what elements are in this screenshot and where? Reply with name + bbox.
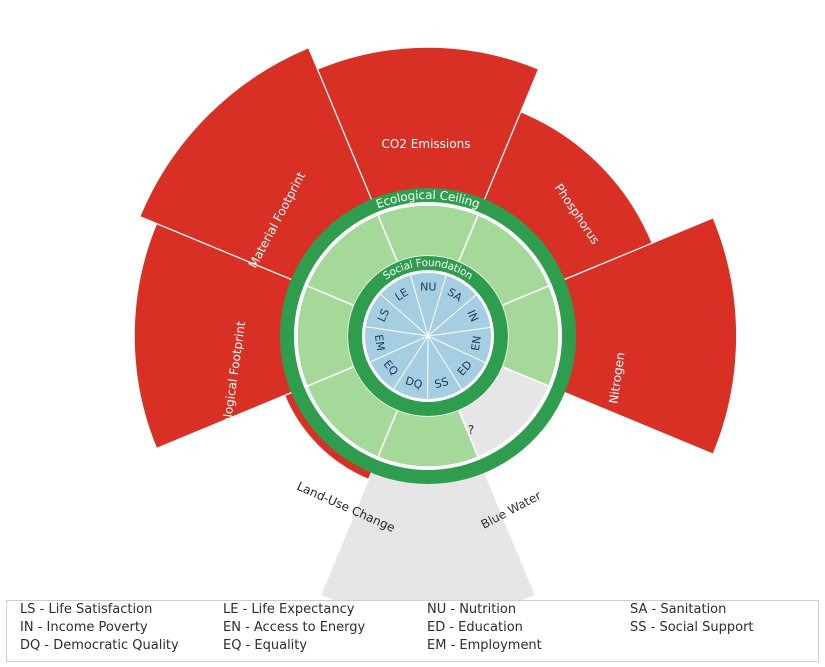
legend-item: DQ - Democratic Quality bbox=[20, 638, 179, 653]
social-spoke bbox=[427, 275, 447, 337]
doughnut-core bbox=[280, 188, 576, 484]
social-code-ls: LS bbox=[375, 307, 392, 324]
social-spoke bbox=[427, 294, 477, 337]
ecological-label-?: ? bbox=[468, 423, 474, 437]
legend-item: SS - Social Support bbox=[630, 620, 754, 635]
legend-item: EM - Employment bbox=[427, 638, 542, 653]
social-spoke bbox=[427, 335, 463, 390]
legend-item: EQ - Equality bbox=[223, 638, 308, 653]
social-spoke bbox=[365, 326, 429, 337]
social-code-nu: NU bbox=[420, 280, 436, 293]
social-code-en: EN bbox=[469, 335, 484, 352]
social-spoke bbox=[427, 335, 486, 363]
social-spoke bbox=[410, 275, 429, 337]
social-code-em: EM bbox=[372, 334, 387, 352]
legend-item: SA - Sanitation bbox=[630, 602, 727, 617]
legend-item: NU - Nutrition bbox=[427, 602, 517, 617]
legend-item: IN - Income Poverty bbox=[20, 620, 148, 635]
legend-item: LE - Life Expectancy bbox=[223, 602, 355, 617]
social-spoke bbox=[380, 294, 429, 337]
social-code-in: IN bbox=[464, 308, 481, 324]
social-spoke bbox=[393, 335, 429, 390]
social-code-ss: SS bbox=[433, 375, 450, 391]
social-code-dq: DQ bbox=[404, 374, 424, 391]
legend-box: LS - Life Satisfaction LE - Life Expectan… bbox=[6, 600, 819, 662]
legend-item: ED - Education bbox=[427, 620, 523, 635]
legend-item: EN - Access to Energy bbox=[223, 620, 366, 635]
overshoot-wedges bbox=[133, 46, 738, 600]
social-spoke bbox=[427, 326, 491, 337]
legend-item: LS - Life Satisfaction bbox=[20, 602, 153, 617]
social-code-le: LE bbox=[393, 286, 411, 304]
ecological-label-co2-emissions: CO2 Emissions bbox=[382, 137, 471, 151]
ecological-wedge-blue-water bbox=[319, 469, 537, 600]
social-spoke bbox=[370, 335, 429, 363]
